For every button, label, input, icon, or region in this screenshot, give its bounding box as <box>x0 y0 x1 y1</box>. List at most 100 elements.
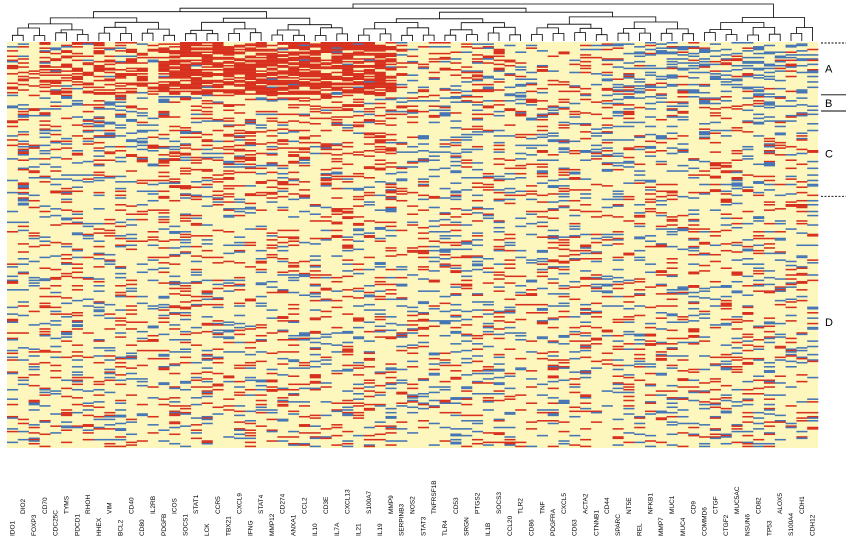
heatmap-cell <box>677 151 689 153</box>
heatmap-cell <box>666 137 678 140</box>
heatmap-cell <box>180 60 192 63</box>
heatmap-cell <box>61 85 73 87</box>
heatmap-cell <box>309 366 321 368</box>
heatmap-cell <box>309 82 321 85</box>
heatmap-cell <box>320 336 332 338</box>
heatmap-cell <box>158 357 170 360</box>
heatmap-cell <box>655 141 667 144</box>
heatmap-cell <box>439 258 451 260</box>
heatmap-cell <box>234 410 246 413</box>
heatmap-cell <box>450 127 462 129</box>
heatmap-cell <box>93 177 105 179</box>
heatmap-cell <box>526 303 538 306</box>
heatmap-cell <box>288 276 300 279</box>
heatmap-cell <box>266 71 278 74</box>
heatmap-cell <box>17 383 29 386</box>
heatmap-cell <box>450 112 462 114</box>
heatmap-cell <box>526 118 538 121</box>
heatmap-cell <box>104 418 116 421</box>
heatmap-cell <box>666 305 678 307</box>
heatmap-cell <box>17 258 29 260</box>
heatmap-cell <box>147 386 159 388</box>
heatmap-cell <box>331 116 343 118</box>
heatmap-cell <box>298 55 311 58</box>
heatmap-cell <box>277 66 289 68</box>
heatmap-cell <box>590 216 603 218</box>
heatmap-cell <box>720 367 732 369</box>
heatmap-cell <box>115 237 127 240</box>
heatmap-cell <box>450 160 462 163</box>
heatmap-cell <box>234 160 246 163</box>
heatmap-cell <box>742 305 754 307</box>
heatmap-cell <box>244 353 256 356</box>
heatmap-cell <box>493 129 505 132</box>
heatmap-cell <box>342 54 354 56</box>
heatmap-cell <box>320 82 332 85</box>
heatmap-cell <box>428 159 440 161</box>
heatmap-cell <box>644 410 657 413</box>
heatmap-cell <box>699 48 711 51</box>
heatmap-cell <box>709 190 721 193</box>
heatmap-cell <box>407 395 419 398</box>
heatmap-cell <box>158 64 170 67</box>
heatmap-cell <box>17 46 29 48</box>
heatmap-cell <box>28 310 40 313</box>
heatmap-cell <box>255 98 267 101</box>
heatmap-cell <box>61 77 73 79</box>
heatmap-cell <box>28 399 40 402</box>
heatmap-cell <box>493 163 505 166</box>
heatmap-cell <box>655 136 667 139</box>
heatmap-cell <box>699 132 711 134</box>
heatmap-cell <box>407 306 419 309</box>
heatmap-cell <box>450 229 462 232</box>
heatmap-cell <box>255 172 267 175</box>
heatmap-cell <box>104 91 116 94</box>
heatmap-cell <box>623 407 635 410</box>
heatmap-cell <box>234 414 246 417</box>
heatmap-cell <box>82 110 94 113</box>
heatmap-cell <box>266 386 278 388</box>
heatmap-cell <box>115 320 127 322</box>
heatmap-cell <box>125 87 138 90</box>
heatmap-cell <box>244 63 256 66</box>
heatmap-cell <box>353 337 365 340</box>
dendrogram-branch <box>60 29 84 35</box>
heatmap-cell <box>471 96 484 98</box>
heatmap-cell <box>601 44 613 47</box>
heatmap-column-hhex <box>93 42 105 441</box>
heatmap-cell <box>742 421 754 423</box>
heatmap-cell <box>482 267 494 269</box>
heatmap-cell <box>320 343 332 345</box>
heatmap-cell <box>201 120 213 122</box>
heatmap-cell <box>699 191 711 194</box>
heatmap-cell <box>104 145 116 148</box>
heatmap-cell <box>461 318 473 321</box>
heatmap-cell <box>580 371 592 373</box>
heatmap-cell <box>753 283 765 286</box>
heatmap-cell <box>298 74 311 76</box>
heatmap-cell <box>699 424 711 426</box>
heatmap-cell <box>223 104 235 106</box>
heatmap-cell <box>526 402 538 404</box>
heatmap-cell <box>266 309 278 311</box>
heatmap-cell <box>666 398 678 400</box>
heatmap-cell <box>309 54 321 56</box>
heatmap-cell <box>266 94 278 97</box>
heatmap-cell <box>266 388 278 391</box>
heatmap-cell <box>169 328 181 330</box>
heatmap-cell <box>526 210 538 213</box>
heatmap-cell <box>61 70 73 72</box>
heatmap-cell <box>82 376 94 379</box>
heatmap-cell <box>169 125 181 128</box>
heatmap-cell <box>320 287 332 290</box>
heatmap-cell <box>547 367 559 369</box>
heatmap-cell <box>407 91 419 94</box>
heatmap-cell <box>277 54 289 56</box>
heatmap-column-rhoh <box>82 42 94 441</box>
heatmap-cell <box>709 209 721 211</box>
heatmap-cell <box>374 83 386 86</box>
heatmap-cell <box>28 374 40 376</box>
heatmap-cell <box>644 151 657 153</box>
heatmap-cell <box>396 179 408 182</box>
heatmap-cell <box>677 359 689 361</box>
